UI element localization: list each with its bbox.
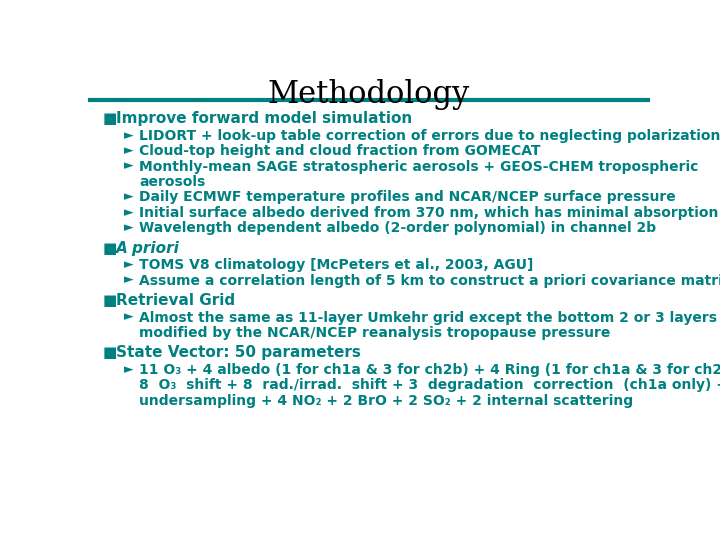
Text: Daily ECMWF temperature profiles and NCAR/NCEP surface pressure: Daily ECMWF temperature profiles and NCA… bbox=[139, 191, 676, 204]
Text: Initial surface albedo derived from 370 nm, which has minimal absorption: Initial surface albedo derived from 370 … bbox=[139, 206, 719, 220]
Text: ►: ► bbox=[124, 363, 133, 376]
Text: Monthly-mean SAGE stratospheric aerosols + GEOS-CHEM tropospheric: Monthly-mean SAGE stratospheric aerosols… bbox=[139, 160, 698, 173]
Text: Almost the same as 11-layer Umkehr grid except the bottom 2 or 3 layers are: Almost the same as 11-layer Umkehr grid … bbox=[139, 310, 720, 325]
Text: Wavelength dependent albedo (2-order polynomial) in channel 2b: Wavelength dependent albedo (2-order pol… bbox=[139, 221, 656, 235]
Text: Cloud-top height and cloud fraction from GOMECAT: Cloud-top height and cloud fraction from… bbox=[139, 144, 541, 158]
Text: ■: ■ bbox=[102, 111, 117, 126]
Text: ►: ► bbox=[124, 191, 133, 204]
Text: TOMS V8 climatology [McPeters et al., 2003, AGU]: TOMS V8 climatology [McPeters et al., 20… bbox=[139, 258, 534, 272]
Text: ►: ► bbox=[124, 144, 133, 157]
Text: modified by the NCAR/NCEP reanalysis tropopause pressure: modified by the NCAR/NCEP reanalysis tro… bbox=[139, 326, 611, 340]
Text: aerosols: aerosols bbox=[139, 175, 205, 189]
Text: Improve forward model simulation: Improve forward model simulation bbox=[116, 111, 413, 126]
Text: A priori: A priori bbox=[116, 241, 180, 255]
Text: ►: ► bbox=[124, 274, 133, 287]
Text: Methodology: Methodology bbox=[268, 79, 470, 110]
Text: LIDORT + look-up table correction of errors due to neglecting polarization: LIDORT + look-up table correction of err… bbox=[139, 129, 720, 143]
Text: 8  O₃  shift + 8  rad./irrad.  shift + 3  degradation  correction  (ch1a only) +: 8 O₃ shift + 8 rad./irrad. shift + 3 deg… bbox=[139, 379, 720, 393]
Text: ■: ■ bbox=[102, 293, 117, 308]
Text: 11 O₃ + 4 albedo (1 for ch1a & 3 for ch2b) + 4 Ring (1 for ch1a & 3 for ch2b) +: 11 O₃ + 4 albedo (1 for ch1a & 3 for ch2… bbox=[139, 363, 720, 377]
Text: ►: ► bbox=[124, 310, 133, 323]
Text: undersampling + 4 NO₂ + 2 BrO + 2 SO₂ + 2 internal scattering: undersampling + 4 NO₂ + 2 BrO + 2 SO₂ + … bbox=[139, 394, 633, 408]
Text: ■: ■ bbox=[102, 241, 117, 255]
Text: ►: ► bbox=[124, 129, 133, 142]
Text: ►: ► bbox=[124, 221, 133, 234]
Text: ►: ► bbox=[124, 206, 133, 219]
Text: Assume a correlation length of 5 km to construct a priori covariance matrix: Assume a correlation length of 5 km to c… bbox=[139, 274, 720, 287]
Text: ■: ■ bbox=[102, 346, 117, 361]
Text: ►: ► bbox=[124, 160, 133, 173]
Text: Retrieval Grid: Retrieval Grid bbox=[116, 293, 235, 308]
Text: State Vector: 50 parameters: State Vector: 50 parameters bbox=[116, 346, 361, 361]
Text: ►: ► bbox=[124, 258, 133, 271]
